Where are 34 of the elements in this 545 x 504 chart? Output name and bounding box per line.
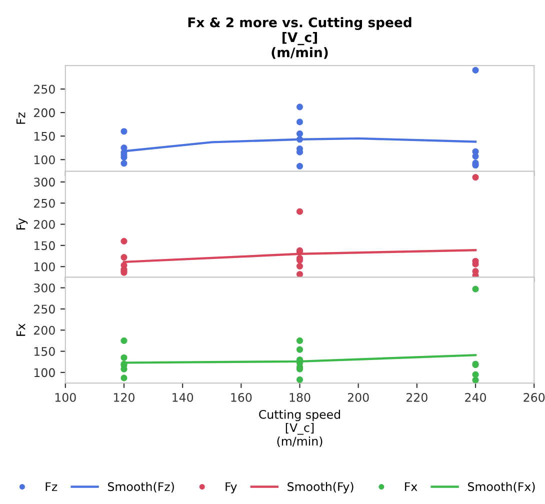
legend-label: Fz: [46, 482, 58, 491]
x-tick-label: 120: [114, 392, 134, 402]
x-tick-label: 200: [348, 392, 369, 402]
legend-label: Smooth(Fx): [468, 482, 535, 492]
y-tick-label: 200: [34, 326, 55, 335]
y-tick-label: 150: [34, 241, 55, 250]
x-tick-label: 160: [231, 392, 252, 402]
legend-label: Fx: [405, 482, 418, 491]
x-axis-title: Cutting speed [V_c] (m/min): [259, 410, 340, 448]
x-tick-label: 220: [406, 392, 428, 402]
y-tick-label: 200: [34, 220, 55, 229]
y-tick-label: 100: [34, 262, 55, 272]
y-tick-label: 300: [34, 284, 55, 292]
y-axis-title: Fz: [16, 112, 26, 124]
y-tick-label: 150: [34, 347, 55, 356]
y-tick-label: 250: [34, 84, 55, 94]
x-tick-label: 260: [524, 392, 545, 402]
legend-label: Fy: [226, 482, 237, 494]
y-axis-title: Fy: [16, 218, 28, 230]
y-tick-label: 200: [34, 108, 55, 118]
y-tick-label: 150: [34, 132, 55, 141]
legend-label: Smooth(Fz): [108, 482, 174, 492]
x-tick-label: 140: [172, 392, 194, 402]
y-tick-label: 300: [34, 178, 55, 187]
y-tick-label: 250: [34, 198, 55, 208]
x-tick-label: 180: [290, 392, 310, 402]
x-tick-label: 100: [55, 392, 76, 402]
chart-title: Fx & 2 more vs. Cutting speed [V_c] (m/min): [188, 17, 412, 59]
y-tick-label: 100: [34, 155, 55, 164]
y-tick-label: 100: [34, 368, 55, 378]
legend-label: Smooth(Fy): [288, 482, 354, 494]
x-tick-label: 240: [465, 392, 486, 402]
y-axis-title: Fx: [16, 324, 26, 336]
y-tick-label: 250: [34, 304, 55, 314]
